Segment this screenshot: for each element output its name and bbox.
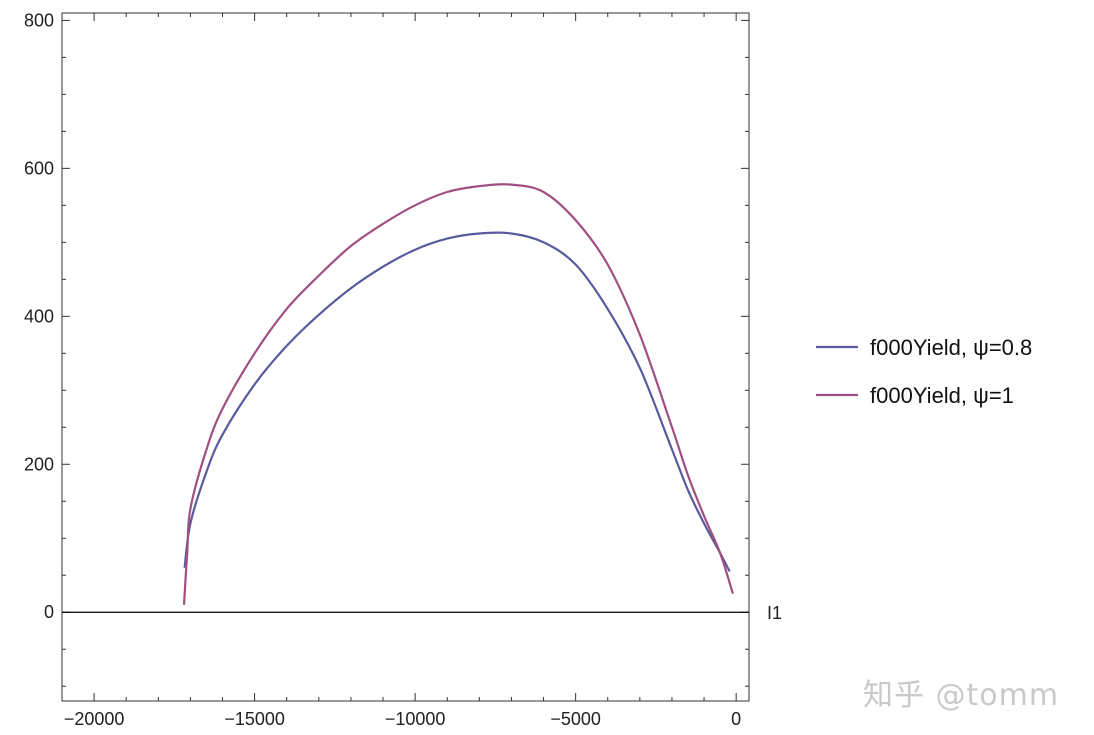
x-tick-label: 0 bbox=[731, 709, 741, 729]
series-lines bbox=[182, 183, 734, 605]
y-tick-label: 200 bbox=[24, 454, 54, 474]
legend: f000Yield, ψ=0.8 f000Yield, ψ=1 bbox=[816, 335, 1032, 408]
x-tick-label: −5000 bbox=[550, 709, 601, 729]
legend-label-2: f000Yield, ψ=1 bbox=[870, 383, 1014, 408]
axis-ticks: −20000 −15000 −10000 −5000 0 0 200 400 600 800 bbox=[24, 10, 749, 729]
plot-frame bbox=[61, 12, 750, 702]
series-line-1 bbox=[183, 231, 731, 573]
legend-label-1: f000Yield, ψ=0.8 bbox=[870, 335, 1032, 360]
y-tick-label: 600 bbox=[24, 158, 54, 178]
x-tick-label: −10000 bbox=[385, 709, 446, 729]
watermark: 知乎 @tomm bbox=[863, 678, 1060, 713]
x-tick-label: −20000 bbox=[64, 709, 125, 729]
y-tick-label: 800 bbox=[24, 10, 54, 30]
y-tick-label: 400 bbox=[24, 306, 54, 326]
x-tick-label: −15000 bbox=[224, 709, 285, 729]
y-tick-label: 0 bbox=[44, 602, 54, 622]
series-line-2 bbox=[182, 183, 734, 605]
x-axis-label: I1 bbox=[767, 603, 782, 623]
